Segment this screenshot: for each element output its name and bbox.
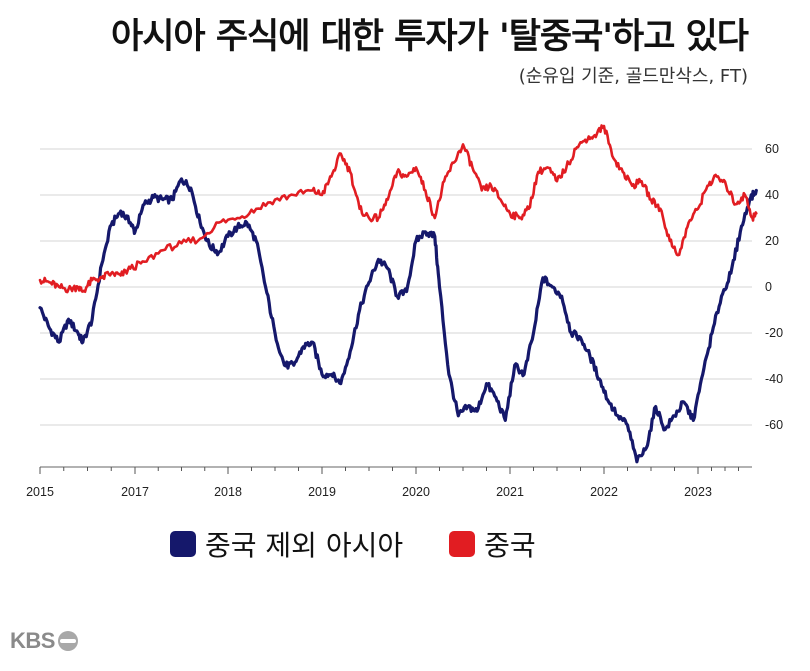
legend-swatch-red [449,531,476,557]
logo-mark-icon [57,631,78,651]
gridlines [40,148,752,426]
series-line-asia-ex-china [38,177,758,464]
x-tick-label: 2017 [121,485,149,499]
legend: 중국 제외 아시아 중국 [170,524,582,564]
legend-item-china: 중국 [449,524,536,564]
x-tick-label: 2015 [26,485,54,499]
chart-title: 아시아 주식에 대한 투자가 '탈중국'하고 있다 [111,17,749,57]
y-tick-label: 60 [765,142,779,156]
y-tick-label: -60 [765,418,783,432]
x-tick-label: 2019 [308,485,336,499]
y-tick-label: 20 [765,234,779,248]
y-tick-label: 0 [765,280,772,294]
y-axis-ticks: 60 40 20 0 -20 -40 -60 [765,142,783,432]
y-tick-label: -40 [765,372,783,386]
x-tick-label: 2021 [496,485,524,499]
x-tick-label: 2018 [214,485,242,499]
x-tick-label: 2020 [402,485,430,499]
y-tick-label: 40 [765,188,779,202]
legend-swatch-navy [170,531,196,557]
legend-label: 중국 [484,529,536,562]
legend-item-asia-ex-china: 중국 제외 아시아 [170,524,403,564]
x-tick-label: 2022 [590,485,618,499]
logo-text: KBS [10,628,55,653]
legend-label: 중국 제외 아시아 [205,529,404,562]
line-chart: 60 40 20 0 -20 -40 -60 2015 2017 2018 2019 2020 202… [26,124,783,499]
x-tick-label: 2023 [684,485,712,499]
kbs-logo: KBS [10,628,78,654]
chart-subtitle: (순유입 기준, 골드만삭스, FT) [518,66,748,87]
series-lines [38,124,758,464]
y-tick-label: -20 [765,326,783,340]
x-axis: 2015 2017 2018 2019 2020 2021 2022 2023 [26,466,752,499]
series-line-china [38,124,758,294]
